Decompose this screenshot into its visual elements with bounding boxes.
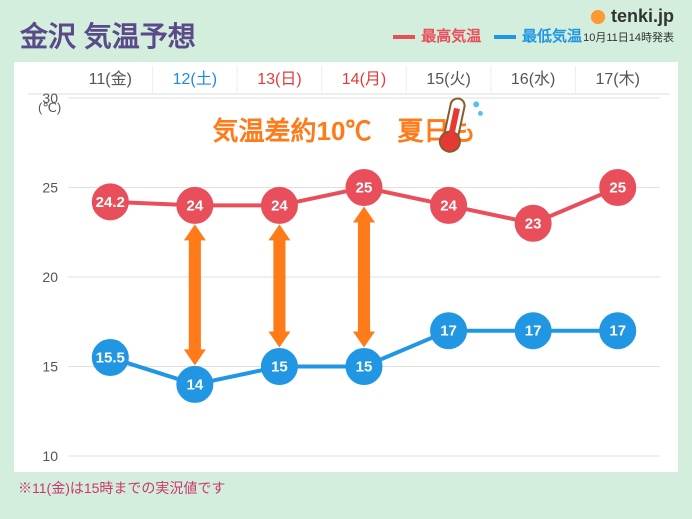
x-axis-label: 16(水): [511, 70, 555, 88]
y-axis-label: 30: [42, 90, 58, 106]
y-axis-label: 25: [42, 180, 58, 196]
footnote: ※11(金)は15時までの実況値です: [14, 472, 678, 498]
brand-name: tenki.jp: [611, 6, 674, 27]
brand-logo: tenki.jp: [583, 6, 674, 27]
chart-card: 11(金)12(土)13(日)14(月)15(火)16(水)17(木)(℃)10…: [14, 62, 678, 472]
legend-low-swatch: [494, 35, 516, 39]
low-temp-value: 15: [271, 358, 288, 375]
y-axis-label: 15: [42, 359, 58, 375]
sun-icon: [589, 8, 607, 26]
y-axis-label: 10: [42, 448, 58, 464]
high-temp-value: 24: [440, 197, 457, 214]
legend: 最高気温 最低気温: [393, 25, 582, 46]
low-temp-value: 14: [187, 376, 204, 393]
high-temp-value: 25: [609, 179, 626, 196]
x-axis-label: 13(日): [257, 71, 301, 88]
low-temp-value: 17: [609, 323, 626, 340]
temperature-chart: 11(金)12(土)13(日)14(月)15(火)16(水)17(木)(℃)10…: [14, 62, 678, 472]
brand-block: tenki.jp 10月11日14時発表: [583, 6, 674, 45]
high-temp-value: 23: [525, 215, 542, 232]
temp-gap-arrow-icon: [268, 224, 290, 347]
high-temp-value: 24: [271, 197, 288, 214]
chart-title: 金沢 気温予想: [20, 15, 196, 55]
x-axis-label: 17(木): [595, 70, 639, 88]
image-root: tenki.jp 10月11日14時発表 金沢 気温予想 最高気温 最低気温 1…: [0, 0, 692, 519]
legend-high-swatch: [393, 35, 415, 39]
x-axis-label: 12(土): [173, 70, 217, 88]
temp-gap-arrow-icon: [184, 224, 206, 365]
low-temp-value: 17: [440, 323, 457, 340]
x-axis-label: 15(火): [426, 71, 470, 88]
legend-low-label: 最低気温: [522, 28, 582, 45]
y-axis-label: 20: [42, 269, 58, 285]
x-axis-label: 14(月): [342, 71, 386, 88]
header: 金沢 気温予想 最高気温 最低気温: [14, 12, 678, 62]
x-axis-label: 11(金): [89, 70, 132, 88]
legend-high-label: 最高気温: [421, 28, 481, 45]
low-temp-value: 15.5: [96, 350, 125, 367]
publish-timestamp: 10月11日14時発表: [583, 29, 674, 45]
high-temp-value: 24.2: [96, 194, 125, 211]
low-temp-value: 15: [356, 358, 373, 375]
annotation-text: 気温差約10℃ 夏日も: [213, 116, 476, 146]
high-temp-value: 25: [356, 179, 373, 196]
low-temp-value: 17: [525, 323, 542, 340]
high-temp-value: 24: [187, 197, 204, 214]
